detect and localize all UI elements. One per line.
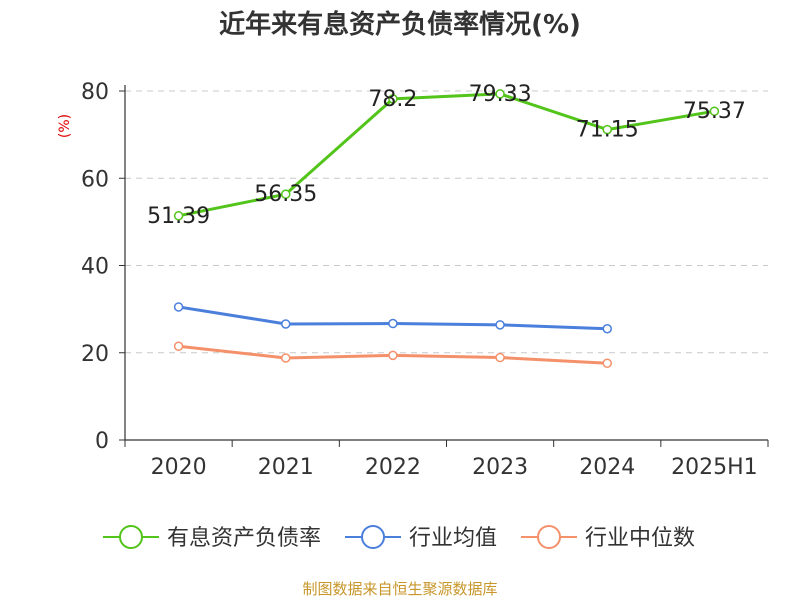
data-point	[173, 302, 184, 312]
legend-label: 行业中位数	[585, 526, 695, 551]
legend-swatch-marker	[537, 525, 561, 549]
x-tick-label: 2024	[579, 455, 635, 480]
series-line-0	[178, 92, 715, 218]
data-label: 78.2	[368, 87, 417, 112]
y-axis-unit-label: (%)	[57, 114, 73, 138]
data-point	[602, 324, 612, 334]
data-labels: 51.39 56.35 78.2 79.33 71.15 75.37	[147, 82, 746, 229]
series-0	[173, 89, 720, 221]
data-point	[602, 358, 612, 368]
y-tick-label: 0	[95, 429, 109, 454]
series-1	[173, 302, 612, 334]
data-point	[495, 89, 505, 99]
x-tick-label: 2020	[151, 455, 207, 480]
axes: 0 20 40 60 80 2020 2021 2022 2023 2024 2025H1	[81, 80, 769, 480]
data-label: 79.33	[469, 82, 532, 107]
data-point	[281, 319, 291, 329]
chart-title: 近年来有息资产负债率情况(%)	[219, 9, 581, 40]
data-point	[173, 211, 184, 221]
data-point	[388, 350, 398, 361]
y-tick-label: 40	[81, 255, 109, 280]
source-note: 制图数据来自恒生聚源数据库	[302, 580, 497, 598]
data-point	[602, 124, 612, 135]
legend-item-1: 行业均值	[345, 525, 497, 551]
data-label: 56.35	[254, 182, 317, 207]
legend-label: 有息资产负债率	[167, 526, 321, 551]
x-tick-label: 2022	[365, 455, 421, 480]
data-point	[281, 353, 291, 363]
gridlines	[125, 90, 768, 354]
legend-item-0: 有息资产负债率	[103, 525, 321, 551]
y-tick-label: 60	[81, 167, 109, 192]
data-point	[495, 352, 505, 363]
data-point	[388, 94, 398, 104]
series-layer	[173, 89, 720, 368]
x-tick-label: 2025H1	[671, 455, 758, 480]
data-point	[388, 318, 398, 329]
x-tick-label: 2021	[258, 455, 314, 480]
legend-swatch-marker	[361, 525, 385, 549]
y-tick-label: 20	[81, 342, 109, 367]
legend: 有息资产负债率 行业均值 行业中位数	[103, 525, 695, 551]
legend-swatch-marker	[119, 525, 143, 549]
data-point	[495, 320, 505, 330]
legend-item-2: 行业中位数	[521, 525, 695, 551]
data-point	[281, 189, 291, 199]
x-tick-label: 2023	[472, 455, 528, 480]
data-label: 71.15	[576, 118, 639, 143]
data-point	[173, 341, 184, 351]
series-2	[173, 341, 612, 368]
legend-label: 行业均值	[409, 526, 497, 551]
data-label: 75.37	[683, 99, 746, 124]
y-tick-label: 80	[81, 80, 109, 105]
data-label: 51.39	[147, 204, 210, 229]
data-point	[709, 106, 720, 116]
